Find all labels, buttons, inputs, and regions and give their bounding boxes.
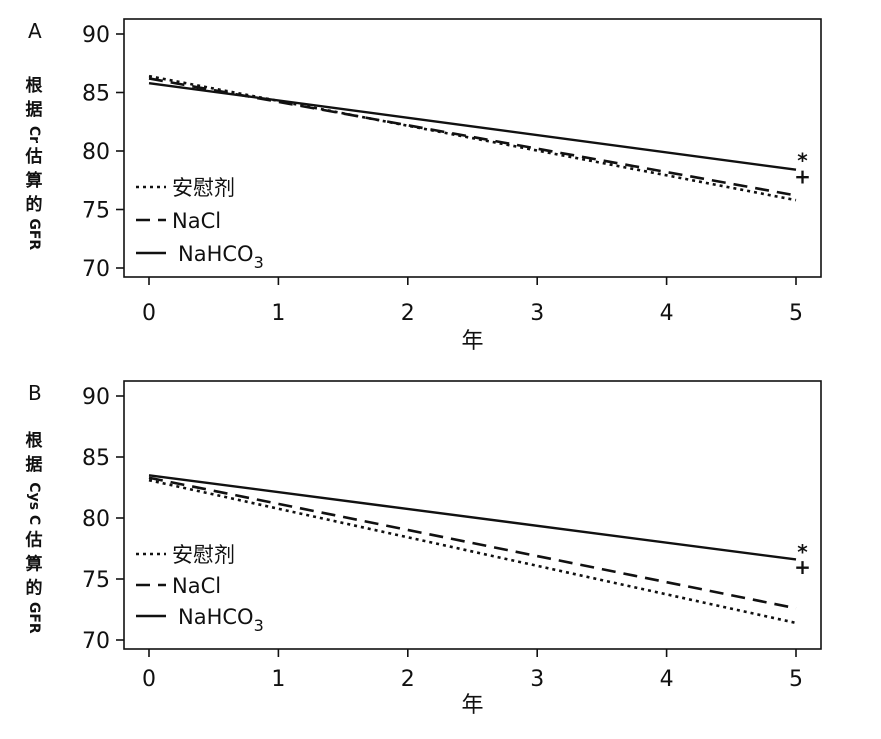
y-label-char: 估: [25, 146, 43, 167]
x-axis-label: 年: [461, 329, 483, 354]
x-tick-label: 2: [401, 667, 415, 692]
y-label-char: 根: [26, 75, 43, 96]
y-tick-label: 85: [82, 82, 110, 107]
series-line-solid: [148, 81, 797, 171]
y-tick-label: 80: [82, 507, 110, 532]
legend-label: NaCl: [172, 574, 221, 598]
x-tick-label: 5: [789, 301, 803, 326]
annotation-marker: +: [794, 165, 811, 189]
y-label-char: 估: [25, 530, 43, 551]
y-axis-label: 根据 Cys C 估算的 GFR: [25, 430, 43, 634]
series-line-dotted: [148, 478, 797, 625]
legend-label: NaHCO3: [178, 242, 264, 272]
y-label-char: 据: [26, 99, 43, 120]
panel-letter: A: [28, 19, 42, 43]
x-tick-label: 3: [530, 667, 544, 692]
annotation-marker: *: [797, 148, 808, 172]
legend-label: NaHCO3: [178, 605, 264, 635]
y-label-char: 的: [26, 578, 43, 599]
y-tick-label: 70: [82, 629, 110, 654]
y-tick-label: 75: [82, 568, 110, 593]
x-tick-label: 1: [271, 301, 285, 326]
y-tick-label: 90: [82, 385, 110, 410]
legend-label: 安慰剂: [172, 543, 235, 567]
series-line-dotted: [148, 74, 797, 202]
y-label-run: Cys C: [26, 482, 42, 525]
chart-panel-a: A 70 75 80 85 90 0 1 2 3 4 5 年 根据 Cr 估算的 GFR *+ 安慰剂 NaCl NaH…: [25, 18, 822, 354]
legend-label: 安慰剂: [172, 176, 235, 200]
y-label-run: GFR: [26, 602, 42, 634]
y-tick-label: 75: [82, 199, 110, 224]
chart-panel-b: B 70 75 80 85 90 0 1 2 3 4 5 年 根据 Cys C 估算的 GFR *+ 安慰剂 NaCl…: [25, 380, 822, 718]
y-label-char: 算: [25, 170, 43, 191]
annotation-marker: *: [797, 540, 808, 564]
y-label-char: 算: [25, 554, 43, 575]
series-line-solid: [148, 474, 797, 561]
y-tick-label: 70: [82, 257, 110, 282]
annotation-marker: +: [794, 555, 811, 579]
legend-subscript: 3: [254, 616, 264, 635]
plot-frame: [123, 18, 822, 278]
panel-letter: B: [28, 381, 42, 405]
x-tick-label: 2: [401, 301, 415, 326]
x-tick-label: 4: [660, 301, 674, 326]
y-label-char: 据: [26, 454, 43, 475]
x-tick-label: 4: [660, 667, 674, 692]
y-label-run: Cr: [26, 126, 42, 143]
x-tick-label: 0: [142, 301, 156, 326]
legend-subscript: 3: [254, 253, 264, 272]
x-tick-label: 0: [142, 667, 156, 692]
y-tick-label: 85: [82, 446, 110, 471]
y-tick-label: 90: [82, 23, 110, 48]
series-line-dashed: [148, 476, 797, 610]
x-tick-label: 3: [530, 301, 544, 326]
x-tick-label: 1: [271, 667, 285, 692]
y-label-char: 根: [26, 430, 43, 451]
y-tick-label: 80: [82, 140, 110, 165]
y-label-run: GFR: [26, 218, 42, 250]
x-tick-label: 5: [789, 667, 803, 692]
legend-label: NaCl: [172, 209, 221, 233]
plot-frame: [123, 380, 822, 650]
x-axis-label: 年: [461, 693, 483, 718]
y-label-char: 的: [26, 194, 43, 215]
y-axis-label: 根据 Cr 估算的 GFR: [25, 75, 43, 250]
